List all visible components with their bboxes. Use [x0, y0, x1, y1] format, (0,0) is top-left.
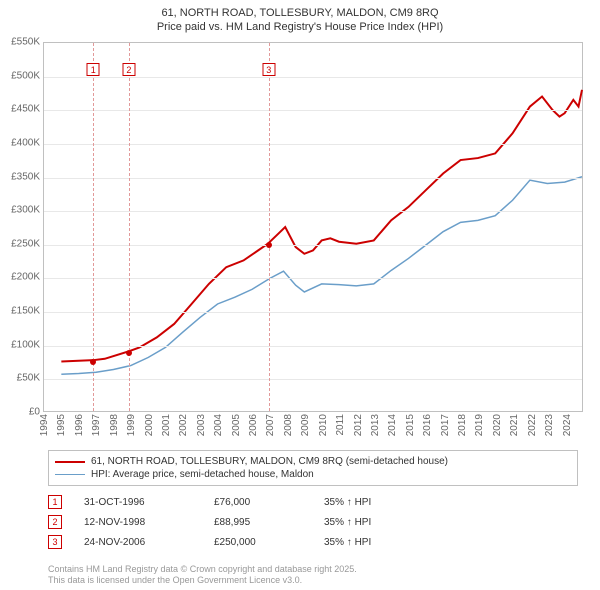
x-tick-label: 2016	[422, 414, 433, 436]
marker-price: £76,000	[214, 497, 324, 508]
gridline	[44, 245, 582, 246]
marker-date: 31-OCT-1996	[84, 497, 214, 508]
x-tick-label: 1995	[56, 414, 67, 436]
marker-table-row: 3 24-NOV-2006£250,00035% ↑ HPI	[48, 532, 578, 552]
x-axis-labels: 1994199519961997199819992000200120022003…	[43, 414, 583, 448]
x-tick-label: 2017	[440, 414, 451, 436]
gridline	[44, 379, 582, 380]
x-tick-label: 2004	[213, 414, 224, 436]
x-tick-label: 2023	[544, 414, 555, 436]
gridline	[44, 312, 582, 313]
y-tick-label: £500K	[11, 70, 40, 81]
x-tick-label: 2008	[283, 414, 294, 436]
x-tick-label: 2022	[527, 414, 538, 436]
x-tick-label: 1997	[91, 414, 102, 436]
x-tick-label: 2015	[405, 414, 416, 436]
y-tick-label: £250K	[11, 238, 40, 249]
x-tick-label: 2010	[318, 414, 329, 436]
x-tick-label: 2020	[492, 414, 503, 436]
footer-line2: This data is licensed under the Open Gov…	[48, 575, 578, 586]
y-tick-label: £350K	[11, 171, 40, 182]
markers-table: 131-OCT-1996£76,00035% ↑ HPI212-NOV-1998…	[48, 492, 578, 552]
legend-swatch-2	[55, 474, 85, 475]
marker-price: £88,995	[214, 517, 324, 528]
y-tick-label: £50K	[17, 373, 40, 384]
marker-table-row: 1 31-OCT-1996£76,00035% ↑ HPI	[48, 492, 578, 512]
footer-attribution: Contains HM Land Registry data © Crown c…	[48, 564, 578, 587]
marker-dot	[266, 242, 272, 248]
legend-row-series1: 61, NORTH ROAD, TOLLESBURY, MALDON, CM9 …	[55, 455, 571, 468]
chart-legend: 61, NORTH ROAD, TOLLESBURY, MALDON, CM9 …	[48, 450, 578, 486]
marker-pct: 35% ↑ HPI	[324, 537, 424, 548]
x-tick-label: 2011	[335, 414, 346, 436]
y-tick-label: £400K	[11, 137, 40, 148]
chart-title: 61, NORTH ROAD, TOLLESBURY, MALDON, CM9 …	[0, 0, 600, 35]
marker-box: 3	[262, 63, 275, 76]
y-tick-label: £150K	[11, 306, 40, 317]
y-tick-label: £450K	[11, 104, 40, 115]
gridline	[44, 77, 582, 78]
title-line1: 61, NORTH ROAD, TOLLESBURY, MALDON, CM9 …	[0, 6, 600, 20]
legend-row-series2: HPI: Average price, semi-detached house,…	[55, 468, 571, 481]
marker-vertical-line	[269, 43, 270, 411]
x-tick-label: 2009	[300, 414, 311, 436]
y-tick-label: £550K	[11, 37, 40, 48]
x-tick-label: 2013	[370, 414, 381, 436]
x-tick-label: 1999	[126, 414, 137, 436]
legend-label-2: HPI: Average price, semi-detached house,…	[91, 469, 314, 480]
x-tick-label: 2003	[196, 414, 207, 436]
gridline	[44, 144, 582, 145]
marker-box: 1	[87, 63, 100, 76]
chart-plot-area: 1 2 3	[43, 42, 583, 412]
marker-box: 2	[122, 63, 135, 76]
marker-id-box: 3	[48, 535, 62, 549]
x-tick-label: 2021	[509, 414, 520, 436]
marker-dot	[90, 359, 96, 365]
y-tick-label: £300K	[11, 205, 40, 216]
gridline	[44, 346, 582, 347]
marker-table-row: 2 12-NOV-1998£88,99535% ↑ HPI	[48, 512, 578, 532]
x-tick-label: 2024	[562, 414, 573, 436]
y-tick-label: £200K	[11, 272, 40, 283]
chart-svg	[44, 43, 582, 411]
x-tick-label: 2000	[144, 414, 155, 436]
marker-pct: 35% ↑ HPI	[324, 517, 424, 528]
footer-line1: Contains HM Land Registry data © Crown c…	[48, 564, 578, 575]
title-line2: Price paid vs. HM Land Registry's House …	[0, 20, 600, 34]
legend-swatch-1	[55, 461, 85, 463]
y-axis-labels: £0£50K£100K£150K£200K£250K£300K£350K£400…	[0, 42, 42, 412]
y-tick-label: £100K	[11, 339, 40, 350]
legend-label-1: 61, NORTH ROAD, TOLLESBURY, MALDON, CM9 …	[91, 456, 448, 467]
x-tick-label: 2007	[265, 414, 276, 436]
x-tick-label: 2006	[248, 414, 259, 436]
x-tick-label: 2005	[231, 414, 242, 436]
gridline	[44, 178, 582, 179]
gridline	[44, 110, 582, 111]
marker-vertical-line	[93, 43, 94, 411]
marker-id-box: 1	[48, 495, 62, 509]
gridline	[44, 211, 582, 212]
series-line	[61, 177, 582, 374]
x-tick-label: 2018	[457, 414, 468, 436]
gridline	[44, 278, 582, 279]
marker-price: £250,000	[214, 537, 324, 548]
x-tick-label: 2012	[353, 414, 364, 436]
series-line	[61, 90, 582, 362]
x-tick-label: 2019	[474, 414, 485, 436]
marker-date: 24-NOV-2006	[84, 537, 214, 548]
x-tick-label: 2002	[178, 414, 189, 436]
x-tick-label: 2001	[161, 414, 172, 436]
marker-dot	[126, 350, 132, 356]
x-tick-label: 2014	[387, 414, 398, 436]
marker-pct: 35% ↑ HPI	[324, 497, 424, 508]
x-tick-label: 1998	[109, 414, 120, 436]
x-tick-label: 1996	[74, 414, 85, 436]
x-tick-label: 1994	[39, 414, 50, 436]
marker-date: 12-NOV-1998	[84, 517, 214, 528]
marker-id-box: 2	[48, 515, 62, 529]
